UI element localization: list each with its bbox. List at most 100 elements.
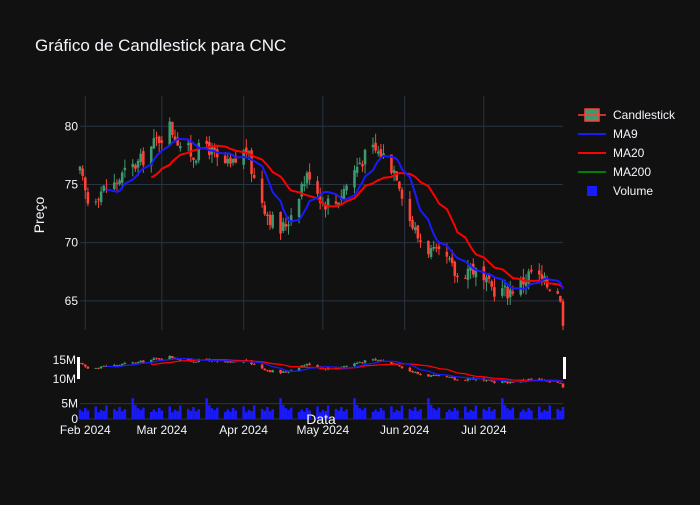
candle-body bbox=[392, 170, 396, 173]
slider-candle-body bbox=[281, 371, 285, 373]
candle-body bbox=[511, 291, 515, 294]
slider-candle-body bbox=[501, 381, 504, 383]
slider-candle-body bbox=[358, 362, 362, 364]
legend-item-candlestick[interactable]: Candlestick bbox=[578, 108, 676, 122]
volume-bar bbox=[324, 411, 327, 419]
volume-bar bbox=[279, 398, 282, 419]
slider-ma9-line bbox=[106, 357, 564, 383]
slider-candle-body bbox=[149, 359, 153, 363]
candle-body bbox=[427, 240, 430, 255]
slider-candle-body bbox=[342, 366, 346, 368]
volume-bar bbox=[105, 405, 108, 419]
volume-bar bbox=[524, 411, 528, 419]
slider-candle-body bbox=[419, 374, 422, 375]
slider-left-handle[interactable] bbox=[77, 357, 80, 379]
volume-bar bbox=[490, 411, 494, 419]
slider-candle-body bbox=[355, 362, 359, 364]
volume-bar bbox=[559, 410, 562, 419]
candle-body bbox=[487, 274, 491, 279]
volume-bar bbox=[120, 411, 124, 419]
volume-bar bbox=[231, 407, 235, 419]
volume-bar bbox=[94, 406, 98, 419]
slider-candle-body bbox=[371, 359, 375, 361]
slider-candle-body bbox=[376, 360, 380, 362]
slider-candle-body bbox=[453, 377, 457, 380]
candle-body bbox=[297, 199, 301, 218]
candle-body bbox=[160, 140, 164, 143]
candle-body bbox=[464, 277, 467, 279]
candle-body bbox=[379, 149, 383, 159]
candle-body bbox=[231, 158, 235, 163]
candlestick-series[interactable] bbox=[78, 117, 565, 331]
slider-candle-body bbox=[363, 360, 367, 363]
candle-body bbox=[395, 171, 399, 181]
legend[interactable]: Candlestick MA9 MA20 MA200 Volume bbox=[578, 108, 676, 198]
volume-bar bbox=[123, 409, 127, 419]
candle-body bbox=[83, 177, 87, 191]
volume-bar bbox=[530, 410, 533, 419]
legend-item-volume[interactable]: Volume bbox=[587, 184, 653, 198]
volume-bar bbox=[382, 410, 385, 419]
volume-bar bbox=[358, 408, 362, 419]
slider-candle-body bbox=[411, 371, 414, 373]
volume-bar bbox=[453, 407, 457, 419]
slider-candle-body bbox=[456, 379, 459, 381]
slider-candle-body bbox=[427, 374, 430, 377]
candle-body bbox=[123, 167, 127, 171]
candle-body bbox=[453, 261, 457, 276]
candle-body bbox=[120, 172, 124, 183]
x-tick-label: Mar 2024 bbox=[136, 423, 187, 437]
candle-body bbox=[445, 251, 449, 257]
volume-bar bbox=[157, 407, 161, 419]
candle-body bbox=[363, 149, 367, 165]
candle-body bbox=[437, 246, 441, 250]
legend-item-ma9[interactable]: MA9 bbox=[578, 127, 638, 141]
candle-body bbox=[485, 277, 488, 283]
volume-bar bbox=[252, 405, 256, 419]
candle-body bbox=[171, 121, 174, 136]
slider-candle-body bbox=[115, 365, 119, 367]
candle-body bbox=[429, 248, 433, 258]
volume-bar bbox=[345, 409, 348, 419]
slider-candle-body bbox=[537, 378, 541, 380]
legend-item-ma20[interactable]: MA20 bbox=[578, 146, 645, 160]
slider-candle-body bbox=[139, 360, 142, 363]
x-axis-title: Data bbox=[306, 411, 336, 427]
volume-bar bbox=[194, 411, 198, 419]
volume-bar bbox=[176, 411, 179, 419]
legend-item-ma200[interactable]: MA200 bbox=[578, 165, 651, 179]
volume-bar bbox=[318, 412, 322, 419]
volume-bar bbox=[263, 410, 267, 419]
volume-bar bbox=[134, 404, 137, 419]
candle-body bbox=[197, 142, 201, 161]
x-tick-label: Apr 2024 bbox=[219, 423, 268, 437]
moving-average-lines[interactable] bbox=[106, 138, 564, 291]
legend-label: MA20 bbox=[613, 146, 645, 160]
candle-body bbox=[168, 121, 172, 145]
slider-candle-body bbox=[134, 362, 137, 364]
slider-right-handle[interactable] bbox=[563, 357, 566, 379]
candle-body bbox=[94, 201, 98, 203]
volume-bar bbox=[97, 412, 100, 419]
candle-body bbox=[530, 269, 533, 272]
volume-bar bbox=[271, 409, 274, 419]
x-tick-label: Jul 2024 bbox=[461, 423, 507, 437]
volume-bar bbox=[118, 407, 121, 419]
candle-body bbox=[81, 168, 84, 176]
candle-body bbox=[252, 175, 256, 178]
slider-candle-body bbox=[271, 370, 274, 373]
volume-bar bbox=[427, 398, 430, 419]
x-tick-label: May 2024 bbox=[296, 423, 349, 437]
slider-candle-body bbox=[223, 361, 227, 363]
slider-candle-body bbox=[464, 379, 467, 381]
volume-bar bbox=[342, 411, 346, 419]
volume-bar bbox=[337, 410, 340, 419]
candle-body bbox=[266, 214, 269, 216]
candle-body bbox=[194, 160, 198, 163]
candle-body bbox=[271, 214, 274, 228]
volume-bar bbox=[334, 408, 338, 419]
slider-candle-body bbox=[155, 358, 158, 360]
volume-bar bbox=[511, 407, 515, 419]
volume-bar bbox=[297, 411, 301, 419]
